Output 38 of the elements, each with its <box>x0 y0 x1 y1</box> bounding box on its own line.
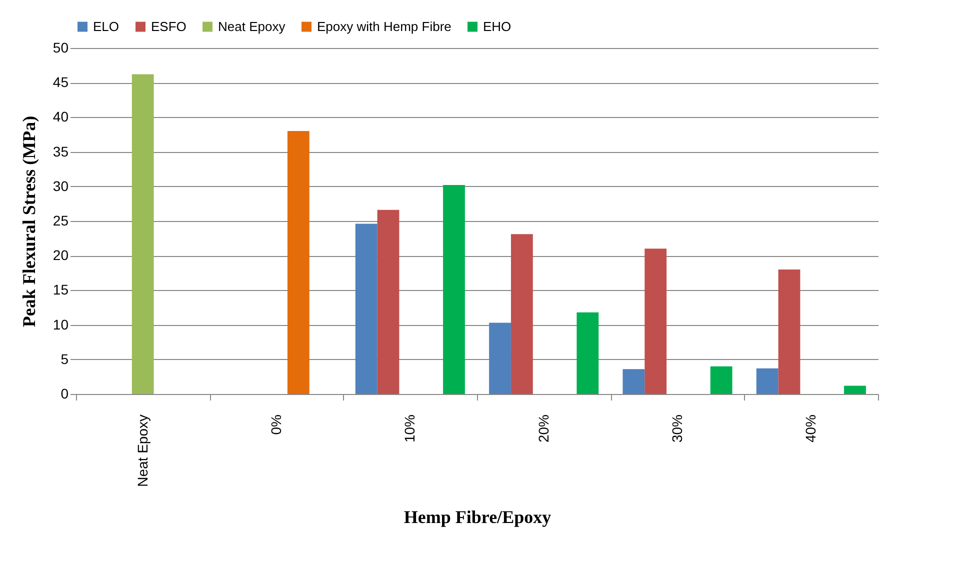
bar <box>778 269 800 394</box>
legend-label: Neat Epoxy <box>218 18 286 34</box>
x-tick-label: 0% <box>268 414 284 435</box>
x-axis-title: Hemp Fibre/Epoxy <box>404 506 552 527</box>
bar <box>377 210 400 394</box>
x-tick-label: 10% <box>402 414 418 443</box>
bar <box>756 368 778 394</box>
y-tick-label: 10 <box>52 316 69 332</box>
y-tick-label: 25 <box>52 212 69 228</box>
y-tick-label: 50 <box>52 40 69 56</box>
bar <box>576 312 599 394</box>
bar <box>510 234 533 394</box>
x-tick-label: Neat Epoxy <box>134 414 150 487</box>
y-tick-label: 5 <box>60 350 69 367</box>
y-tick-label: 0 <box>60 386 69 402</box>
bar <box>287 131 310 394</box>
bar <box>443 185 465 394</box>
bar <box>489 322 511 394</box>
y-tick-label: 40 <box>52 108 69 125</box>
y-axis-title: Peak Flexural Stress (MPa) <box>18 116 39 328</box>
legend-label: ESFO <box>151 18 186 34</box>
legend-label: Epoxy with Hemp Fibre <box>317 18 452 34</box>
y-tick-label: 15 <box>52 282 69 298</box>
bar <box>132 74 154 394</box>
x-tick-label: 40% <box>802 414 819 443</box>
y-tick-label: 45 <box>52 74 69 90</box>
bar <box>644 248 667 394</box>
x-tick-label: 20% <box>535 414 552 443</box>
y-tick-label: 35 <box>52 143 69 160</box>
bar <box>355 224 378 394</box>
y-tick-label: 30 <box>52 178 69 194</box>
bar <box>710 366 732 394</box>
legend-label: ELO <box>93 18 120 34</box>
bar <box>622 369 645 394</box>
x-tick-label: 30% <box>669 414 685 443</box>
y-tick-label: 20 <box>52 247 69 264</box>
bar <box>844 386 866 394</box>
legend-label: EHO <box>483 18 512 34</box>
